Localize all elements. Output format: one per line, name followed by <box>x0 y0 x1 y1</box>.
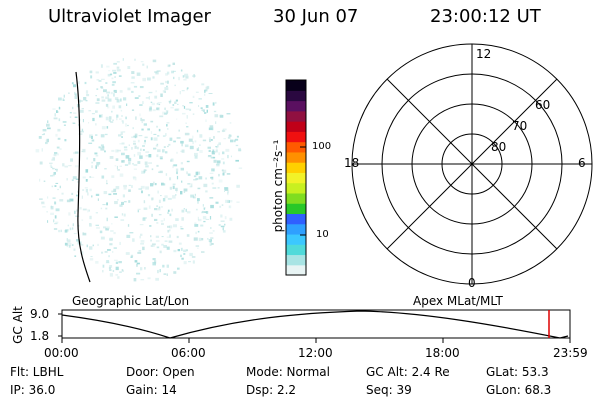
diagonal-b <box>386 78 558 250</box>
mlt-label-6: 6 <box>578 156 586 170</box>
color-bar-segment <box>286 110 306 122</box>
timeline-xtick-0600: 06:00 <box>171 346 206 360</box>
color-bar-segment <box>286 182 306 194</box>
status-gain: Gain: 14 <box>126 383 177 397</box>
polar-grid <box>351 43 593 285</box>
color-bar-segment <box>286 233 306 245</box>
color-bar-frame <box>285 79 307 276</box>
mlt-label-18: 18 <box>344 156 360 170</box>
timeline-ytick-low: 1.8 <box>30 329 50 343</box>
timeline-xtick-1200: 12:00 <box>298 346 333 360</box>
color-bar-segment <box>286 254 306 266</box>
status-mode: Mode: Normal <box>246 365 330 379</box>
timeline-xtick-2359: 23:59 <box>553 346 588 360</box>
color-bar-segment <box>286 90 306 102</box>
color-bar-segment <box>286 264 306 276</box>
status-seq: Seq: 39 <box>366 383 412 397</box>
color-bar-segment <box>286 80 306 91</box>
timeline-ytick-high: 9.0 <box>30 307 50 321</box>
status-ip: IP: 36.0 <box>10 383 56 397</box>
lat-label-80: 80 <box>491 140 507 154</box>
auroral-image <box>35 58 243 282</box>
time-label: 23:00:12 UT <box>430 6 541 27</box>
color-bar-segment <box>286 213 306 225</box>
instrument-title: Ultraviolet Imager <box>48 6 211 27</box>
timeline-frame <box>61 309 571 339</box>
color-bar-segment <box>286 100 306 112</box>
color-bar-segment <box>286 151 306 163</box>
status-filter: Flt: LBHL <box>10 365 64 379</box>
color-bar-segment <box>286 223 306 235</box>
color-bar-segment <box>286 244 306 256</box>
timeline-ylabel: GC Alt <box>11 306 25 344</box>
status-glon: GLon: 68.3 <box>486 383 552 397</box>
status-gc-alt: GC Alt: 2.4 Re <box>366 365 450 379</box>
color-bar-segment <box>286 203 306 215</box>
mlt-label-12: 12 <box>476 47 492 61</box>
color-bar <box>286 80 306 276</box>
color-bar-segment <box>286 141 306 153</box>
status-door: Door: Open <box>126 365 195 379</box>
lat-label-70: 70 <box>512 119 528 133</box>
timeline-xtick-0000: 00:00 <box>44 346 79 360</box>
mlt-label-0: 0 <box>468 276 476 290</box>
terminator-line <box>75 71 91 283</box>
lat-label-60: 60 <box>535 98 551 112</box>
geographic-label: Geographic Lat/Lon <box>72 294 190 308</box>
status-glat: GLat: 53.3 <box>486 365 549 379</box>
color-bar-segment <box>286 121 306 132</box>
status-dsp: Dsp: 2.2 <box>246 383 297 397</box>
color-bar-segment <box>286 131 306 143</box>
color-bar-label-10: 10 <box>316 229 329 240</box>
color-bar-segment <box>286 192 306 204</box>
altitude-curve <box>61 310 569 339</box>
timeline-xtick-1800: 18:00 <box>425 346 460 360</box>
date-label: 30 Jun 07 <box>273 6 359 27</box>
color-bar-segment <box>286 172 306 184</box>
color-bar-segment <box>286 162 306 173</box>
apex-label: Apex MLat/MLT <box>413 294 503 308</box>
color-bar-unit: photon cm⁻²s⁻¹ <box>271 139 285 233</box>
color-bar-label-100: 100 <box>312 141 332 152</box>
